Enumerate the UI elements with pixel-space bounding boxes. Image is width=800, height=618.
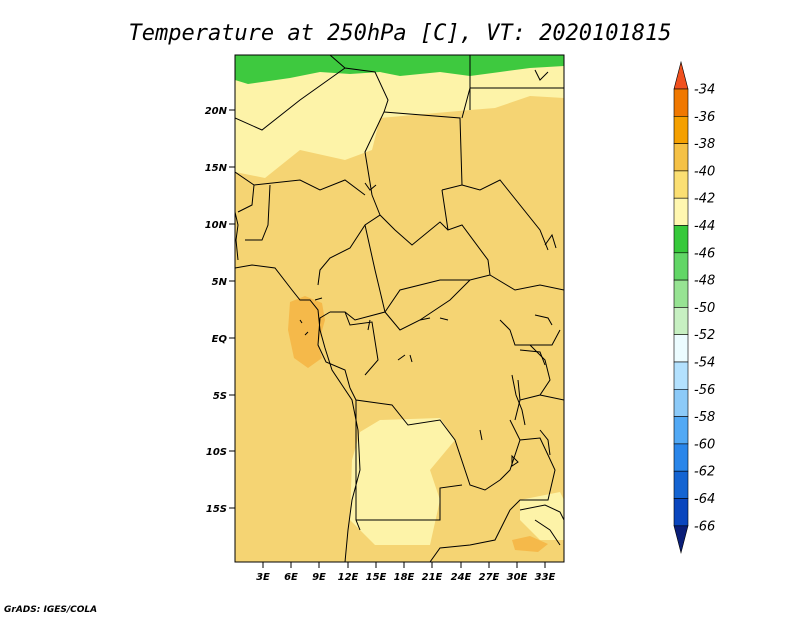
colorbar-label: -36 xyxy=(694,110,715,125)
field-minus-38-small xyxy=(512,536,548,552)
colorbar-label: -52 xyxy=(694,328,715,343)
colorbar-segment xyxy=(673,252,689,281)
field-minus-42-south xyxy=(350,418,455,545)
lon-tick-label: 30E xyxy=(507,572,528,583)
lon-tick-label: 27E xyxy=(479,572,500,583)
colorbar-label: -58 xyxy=(694,410,715,425)
lon-tick-label: 21E xyxy=(422,572,443,583)
colorbar-label: -66 xyxy=(694,519,715,534)
colorbar-segment xyxy=(673,170,689,199)
colorbar-label: -38 xyxy=(694,137,715,152)
lon-tick-label: 18E xyxy=(394,572,415,583)
colorbar-label: -60 xyxy=(694,437,715,452)
colorbar-segment xyxy=(673,197,689,226)
map-title: Temperature at 250hPa [C], VT: 202010181… xyxy=(128,21,671,46)
colorbar-label: -40 xyxy=(694,164,715,179)
field-minus-44-band xyxy=(235,55,564,84)
colorbar-label: -50 xyxy=(694,301,715,316)
colorbar-segment xyxy=(673,361,689,390)
lat-tick-label: 10S xyxy=(206,447,227,458)
lat-tick-label: 15N xyxy=(205,163,228,174)
colorbar-segment xyxy=(673,388,689,417)
lat-tick-label: 10N xyxy=(205,220,228,231)
colorbar-segment xyxy=(673,334,689,363)
colorbar-segment xyxy=(673,225,689,254)
colorbar-label: -44 xyxy=(694,219,715,234)
colorbar-label: -42 xyxy=(694,192,715,207)
lon-axis: 3E 6E 9E 12E 15E 18E 21E 24E 27E 30E 33E xyxy=(256,562,556,583)
field-minus-38-patch xyxy=(288,296,325,368)
colorbar-segment xyxy=(673,416,689,445)
colorbar-label: -64 xyxy=(694,492,715,507)
map-frame xyxy=(234,54,565,563)
colorbar-segment xyxy=(673,498,689,527)
field-minus-42-north xyxy=(235,55,470,178)
lat-tick-label: EQ xyxy=(212,334,228,345)
lon-tick-label: 33E xyxy=(535,572,556,583)
country-borders xyxy=(235,55,564,562)
lon-tick-label: 15E xyxy=(366,572,387,583)
lat-tick-label: 15S xyxy=(206,504,227,515)
colorbar-segment xyxy=(673,470,689,499)
colorbar-segment xyxy=(673,143,689,172)
colorbar-label: -34 xyxy=(694,83,715,98)
colorbar-label: -62 xyxy=(694,465,715,480)
credit-label: GrADS: IGES/COLA xyxy=(4,605,97,615)
lon-tick-label: 3E xyxy=(256,572,270,583)
field-minus-42-southeast xyxy=(520,492,564,540)
colorbar-label: -48 xyxy=(694,274,715,289)
colorbar-label: -54 xyxy=(694,356,715,371)
colorbar-label: -46 xyxy=(694,246,715,261)
lat-axis: 20N 15N 10N 5N EQ 5S 10S 15S xyxy=(205,106,235,515)
lon-tick-label: 9E xyxy=(312,572,326,583)
colorbar-segment xyxy=(673,116,689,144)
colorbar-segment xyxy=(673,279,689,308)
colorbar-top-triangle xyxy=(673,60,689,90)
colorbar-segment xyxy=(673,443,689,472)
colorbar-bottom-triangle xyxy=(673,525,689,554)
map-panel xyxy=(235,55,564,562)
colorbar: -34 -36 -38 -40 -42 -44 -46 -48 -50 -52 -54 -56 -58 -… xyxy=(673,60,715,554)
lon-tick-label: 24E xyxy=(451,572,472,583)
lat-tick-label: 5N xyxy=(212,277,228,288)
colorbar-segment xyxy=(673,88,689,117)
lon-tick-label: 6E xyxy=(284,572,298,583)
colorbar-label: -56 xyxy=(694,383,715,398)
colorbar-segment xyxy=(673,307,689,335)
lat-tick-label: 20N xyxy=(205,106,228,117)
lon-tick-label: 12E xyxy=(338,572,359,583)
lat-tick-label: 5S xyxy=(213,391,227,402)
